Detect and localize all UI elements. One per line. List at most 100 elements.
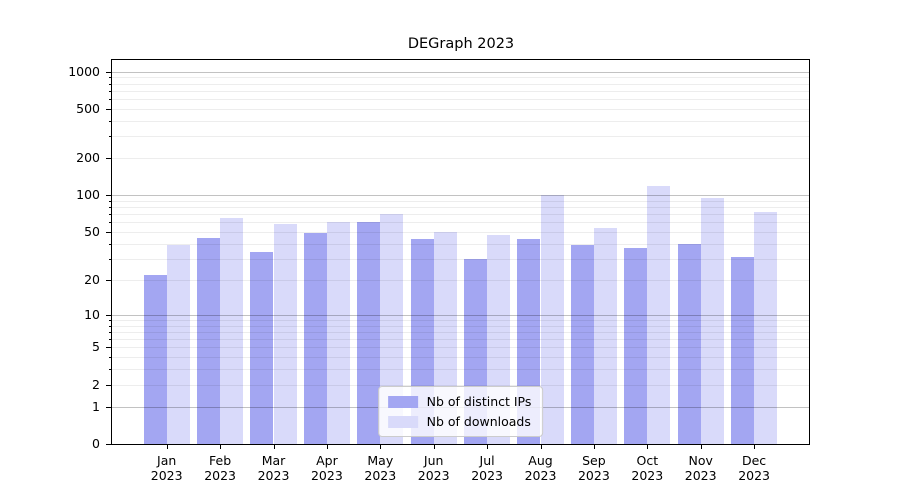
x-tick-label-jun: Jun 2023 [417,453,450,483]
bar-nb-of-distinct-ips-may [357,222,381,444]
gridline-minor [112,243,809,245]
gridline-minor [112,258,809,260]
y-tick-mark [106,195,112,197]
x-tick-label-nov: Nov 2023 [684,453,717,483]
y-tick-mark-minor [109,331,112,333]
legend-swatch-downloads [387,415,418,428]
bar-nb-of-downloads-sep [593,228,618,444]
x-tick-mark [593,444,595,449]
y-tick-label: 1000 [68,63,100,79]
legend: Nb of distinct IPs Nb of downloads [377,386,544,437]
y-tick-mark [106,406,112,408]
y-tick-mark [106,384,112,386]
x-tick-label-oct: Oct 2023 [631,453,664,483]
gridline-minor [112,77,809,79]
y-tick-mark [106,279,112,281]
x-tick-label-jul: Jul 2023 [471,453,503,483]
y-tick-mark [106,158,112,160]
x-tick-mark [540,444,542,449]
bar-nb-of-distinct-ips-oct [624,247,648,444]
bar-nb-of-distinct-ips-dec [730,257,755,444]
gridline-minor [112,136,809,138]
bar-nb-of-distinct-ips-jan [143,275,167,444]
gridline-minor [112,347,809,349]
gridline-minor [112,214,809,216]
y-tick-mark-minor [109,90,112,92]
bar-nb-of-distinct-ips-feb [196,237,221,444]
chart-title: DEGraph 2023 [407,36,515,52]
bar-nb-of-distinct-ips-apr [303,233,327,444]
y-tick-label: 100 [76,187,100,203]
y-tick-label: 500 [76,100,100,116]
bar-nb-of-distinct-ips-sep [570,245,594,444]
legend-item-downloads: Nb of downloads [387,414,532,429]
y-tick-mark [106,108,112,110]
bar-nb-of-downloads-apr [326,221,351,444]
gridline-minor [112,207,809,209]
plot-area: Nb of distinct IPs Nb of downloads [111,59,810,445]
legend-label-downloads: Nb of downloads [426,414,531,429]
gridline-minor [112,99,809,101]
gridline-major [112,195,809,197]
x-tick-mark [487,444,489,449]
gridline-minor [112,90,809,92]
y-tick-label: 50 [84,224,100,240]
gridline-minor [112,108,809,110]
x-tick-mark [220,444,222,449]
y-tick-mark [106,71,112,73]
gridline-minor [112,339,809,341]
gridline-major [112,71,809,73]
bar-nb-of-downloads-dec [754,212,778,444]
x-tick-label-jan: Jan 2023 [150,453,183,483]
y-tick-label: 1 [92,398,100,414]
legend-item-distinct-ips: Nb of distinct IPs [387,394,532,409]
x-tick-mark [380,444,382,449]
y-tick-mark-minor [109,77,112,79]
gridline-minor [112,232,809,234]
y-tick-mark-minor [109,207,112,209]
bar-nb-of-distinct-ips-mar [250,252,274,444]
x-tick-mark [326,444,328,449]
y-tick-mark-minor [109,325,112,327]
y-tick-label: 10 [84,306,100,322]
bar-nb-of-downloads-feb [220,218,244,444]
gridline-minor [112,200,809,202]
bar-nb-of-distinct-ips-nov [677,243,701,444]
x-tick-mark [754,444,756,449]
y-tick-mark-minor [109,369,112,371]
gridline-minor [112,158,809,160]
y-tick-mark-minor [109,120,112,122]
x-tick-mark [166,444,168,449]
legend-label-distinct-ips: Nb of distinct IPs [426,394,532,409]
y-tick-label: 200 [76,150,100,166]
y-tick-mark [106,444,112,445]
y-tick-label: 2 [92,376,100,392]
x-tick-label-may: May 2023 [364,453,397,483]
x-tick-label-sep: Sep 2023 [577,453,610,483]
gridline-minor [112,222,809,224]
y-tick-label: 5 [92,339,100,355]
y-tick-label: 20 [84,271,100,287]
bar-nb-of-downloads-aug [540,195,564,444]
gridline-minor [112,83,809,85]
x-tick-label-dec: Dec 2023 [738,453,770,483]
gridline-minor [112,319,809,321]
y-tick-mark-minor [109,99,112,101]
bar-nb-of-downloads-oct [647,185,671,444]
x-tick-mark [433,444,435,449]
y-tick-mark-minor [109,357,112,359]
x-tick-label-feb: Feb 2023 [204,453,236,483]
gridline-major [112,314,809,316]
bar-nb-of-downloads-nov [700,198,724,444]
y-tick-mark-minor [109,214,112,216]
y-tick-mark-minor [109,200,112,202]
gridline-minor [112,357,809,359]
y-tick-mark-minor [109,83,112,85]
gridline-minor [112,325,809,327]
y-tick-mark-minor [109,222,112,224]
y-tick-mark-minor [109,258,112,260]
x-tick-label-aug: Aug 2023 [524,453,557,483]
y-tick-mark [106,314,112,316]
y-tick-mark-minor [109,243,112,245]
bar-nb-of-downloads-jan [166,245,190,444]
